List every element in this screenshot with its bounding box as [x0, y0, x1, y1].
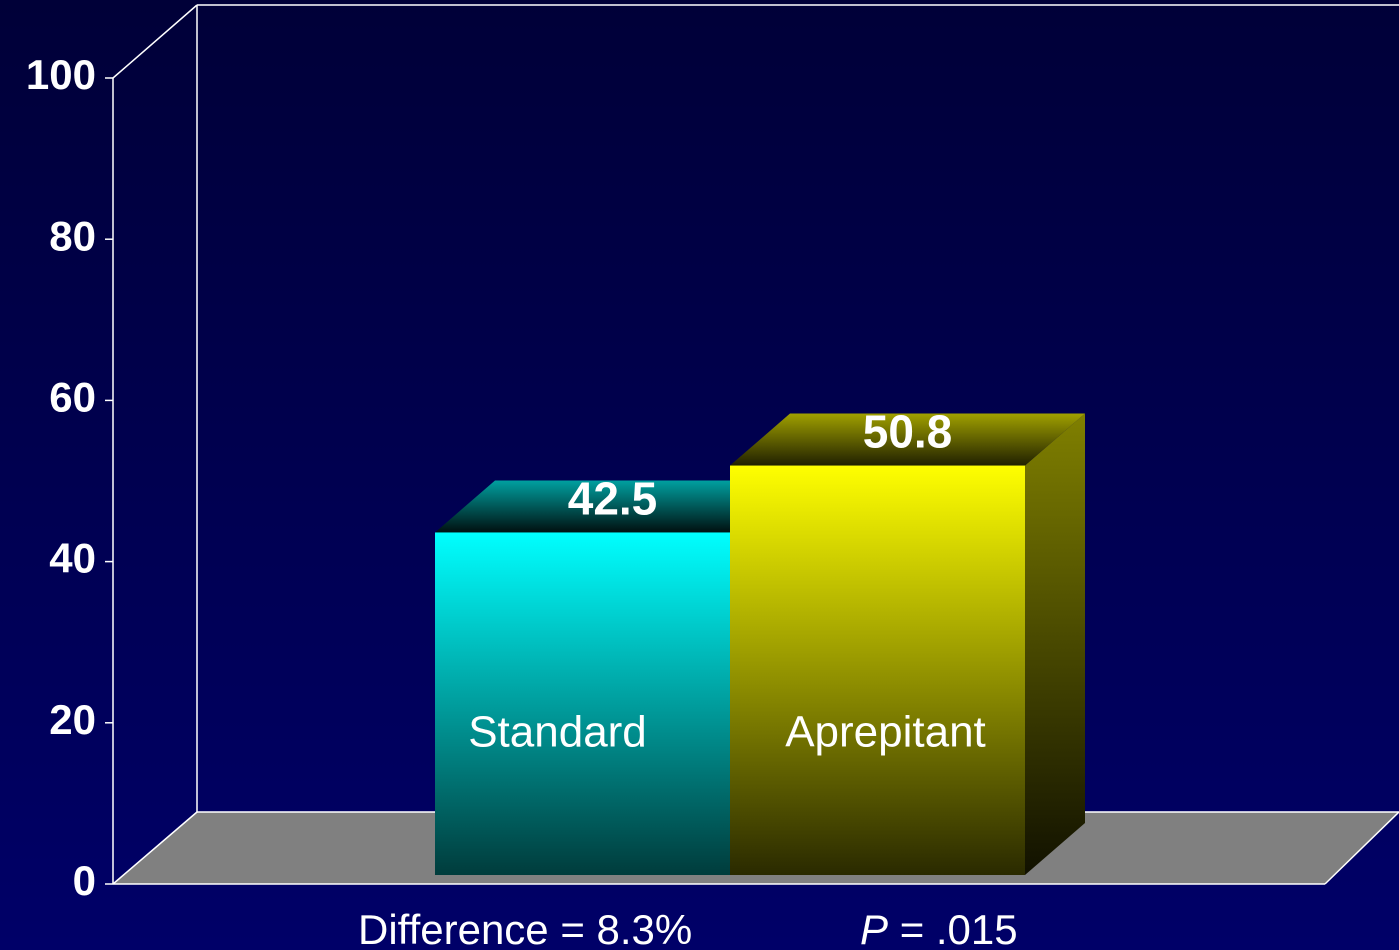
- bar-top: [435, 480, 790, 533]
- y-tick-label: 80: [49, 212, 96, 259]
- annotation: P = .015: [860, 906, 1018, 950]
- value-label: 50.8: [863, 406, 953, 458]
- category-label: Standard: [468, 708, 647, 757]
- annotation: = .015: [900, 906, 1018, 950]
- annotation: P: [860, 906, 888, 950]
- bar-side: [1025, 413, 1085, 875]
- y-tick-label: 40: [49, 535, 96, 582]
- bar: [435, 532, 730, 875]
- y-tick-label: 60: [49, 373, 96, 420]
- value-label: 42.5: [568, 473, 658, 525]
- y-tick-label: 20: [49, 696, 96, 743]
- bar: [730, 465, 1025, 875]
- y-tick-label: 100: [26, 51, 96, 98]
- category-label: Aprepitant: [785, 708, 986, 757]
- annotation: Difference = 8.3%: [358, 906, 692, 950]
- y-tick-label: 0: [73, 857, 96, 904]
- bar-top: [730, 413, 1085, 466]
